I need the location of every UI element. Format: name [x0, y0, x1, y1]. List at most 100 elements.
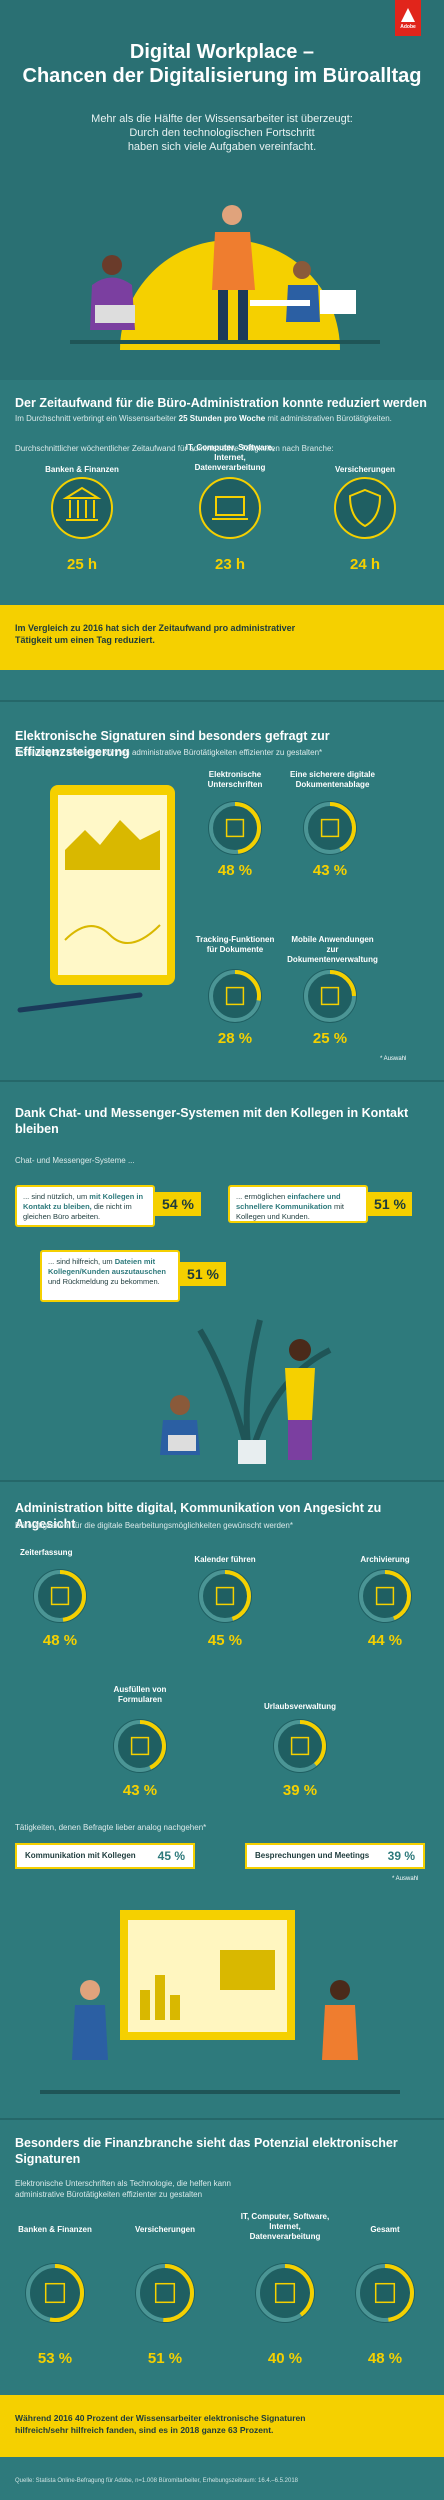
- donut-icon: [320, 818, 340, 838]
- donut-bg: [33, 1569, 87, 1623]
- note: * Auswahl: [380, 1056, 407, 1062]
- person: [293, 261, 311, 279]
- donut: [272, 1718, 328, 1779]
- screen-line: [64, 924, 161, 944]
- donut-arc: [224, 1570, 251, 1621]
- highlight: Während 2016 40 Prozent der Wissensarbei…: [15, 2413, 306, 2435]
- donut-arc: [284, 2264, 314, 2317]
- item-label: Zeiterfassung: [20, 1548, 73, 1557]
- donut-arc: [59, 1570, 86, 1622]
- item-value: 48 %: [367, 2350, 403, 2367]
- donut: [302, 800, 358, 861]
- laptop: [168, 1435, 196, 1451]
- item-value: 51 %: [147, 2350, 183, 2367]
- donut-arc: [384, 2264, 414, 2322]
- donut-svg: [198, 1569, 252, 1623]
- donut-bg: [208, 969, 262, 1023]
- donut-bg: [113, 1719, 167, 1773]
- item-value: 48 %: [42, 1632, 78, 1649]
- item-value: 24 h: [349, 556, 380, 573]
- intro: haben sich viele Aufgaben vereinfacht.: [127, 141, 317, 153]
- item-label: Ausfüllen von Formularen: [113, 1685, 167, 1704]
- item-label: Banken & Finanzen: [18, 2225, 92, 2234]
- person: [218, 290, 228, 340]
- person: [72, 2005, 108, 2060]
- person: [330, 1980, 350, 2000]
- donut-bg: [208, 801, 262, 855]
- item-label: IT, Computer, Software, Internet, Datenv…: [185, 443, 275, 472]
- item-label: Eine sicherere digitale Dokumentenablage: [290, 770, 375, 789]
- donut-svg: [355, 2263, 415, 2323]
- section-title: Administration bitte digital, Kommunikat…: [15, 1501, 382, 1531]
- donut: [134, 2262, 196, 2329]
- donut-icon: [225, 986, 245, 1006]
- divider: [0, 700, 444, 702]
- donut-arc: [329, 970, 356, 997]
- pot: [238, 1440, 266, 1464]
- person: [238, 290, 248, 340]
- intro: Durch den technologischen Fortschritt: [129, 127, 315, 139]
- donut-bg: [273, 1719, 327, 1773]
- donut-svg: [255, 2263, 315, 2323]
- text: mit Kollegen in Kontakt zu bleiben,: [23, 1192, 144, 1211]
- bubble-value: 54 %: [155, 1192, 201, 1216]
- donut-arc: [384, 1570, 411, 1621]
- donut: [24, 2262, 86, 2329]
- item-value: 48 %: [217, 862, 253, 879]
- section-subtitle: Durchschnittlicher wöchentlicher Zeitauf…: [15, 444, 334, 453]
- donut-bg: [198, 1569, 252, 1623]
- text: ... ermöglichen: [236, 1192, 288, 1201]
- donut-svg: [33, 1569, 87, 1623]
- item-label: Urlaubsverwaltung: [263, 1702, 336, 1711]
- item-value: 45 %: [207, 1632, 243, 1649]
- donut-icon: [274, 2282, 296, 2304]
- item-label: Elektronische Unterschriften: [207, 770, 263, 789]
- person: [288, 1420, 312, 1460]
- item-value: 40 %: [267, 2350, 303, 2367]
- source: Quelle: Statista Online-Befragung für Ad…: [15, 2478, 299, 2484]
- donut: [112, 1718, 168, 1779]
- text: mit Kollegen und Kunden.: [236, 1202, 344, 1221]
- sun-shape: [120, 240, 340, 350]
- floor: [70, 340, 380, 344]
- item-value: 43 %: [122, 1782, 158, 1799]
- item-value: 43 %: [312, 862, 348, 879]
- donut-arc: [139, 1720, 166, 1770]
- donut-icon: [50, 1586, 70, 1606]
- note: * Auswahl: [392, 1876, 419, 1882]
- item-label: Versicherungen: [334, 465, 396, 474]
- divider: [0, 2118, 444, 2120]
- item-value: 25 %: [312, 1030, 348, 1047]
- laptop: [95, 305, 135, 323]
- donut-svg: [113, 1719, 167, 1773]
- title: Chancen der Digitalisierung im Büroallta…: [22, 65, 422, 87]
- text: ... sind hilfreich, um: [48, 1257, 115, 1266]
- text: ... sind nützlich, um: [23, 1192, 90, 1201]
- donut-bg: [355, 2263, 415, 2323]
- section-title: Der Zeitaufwand für die Büro-Administrat…: [15, 396, 427, 410]
- donut: [254, 2262, 316, 2329]
- logo: Adobe: [400, 24, 416, 30]
- section-subtitle: Elektronische Unterschriften als Technol…: [15, 2179, 231, 2199]
- item-label: Mobile Anwendungen zur Dokumentenverwalt…: [287, 935, 378, 964]
- person: [212, 232, 255, 290]
- analog-item: Besprechungen und Meetings 39 %: [245, 1843, 425, 1869]
- donut-svg: [25, 2263, 85, 2323]
- donut-icon: [290, 1736, 310, 1756]
- donut-icon: [320, 986, 340, 1006]
- bubble: ... sind hilfreich, um Dateien mit Kolle…: [40, 1250, 180, 1302]
- text: Im Durchschnitt verbringt ein Wissensarb…: [15, 414, 179, 423]
- bubble-value: 51 %: [368, 1192, 412, 1216]
- donut: [32, 1568, 88, 1629]
- screen-chart: [65, 820, 160, 870]
- text: und Rückmeldung zu bekommen.: [48, 1277, 160, 1286]
- donut-arc: [234, 970, 261, 1001]
- section-intro: Im Durchschnitt verbringt ein Wissensarb…: [15, 413, 429, 424]
- person: [285, 1368, 315, 1420]
- donut-icon: [375, 1586, 395, 1606]
- item-label: Tracking-Funktionen für Dokumente: [195, 935, 275, 954]
- item-value: 44 %: [367, 1632, 403, 1649]
- donut-icon: [44, 2282, 66, 2304]
